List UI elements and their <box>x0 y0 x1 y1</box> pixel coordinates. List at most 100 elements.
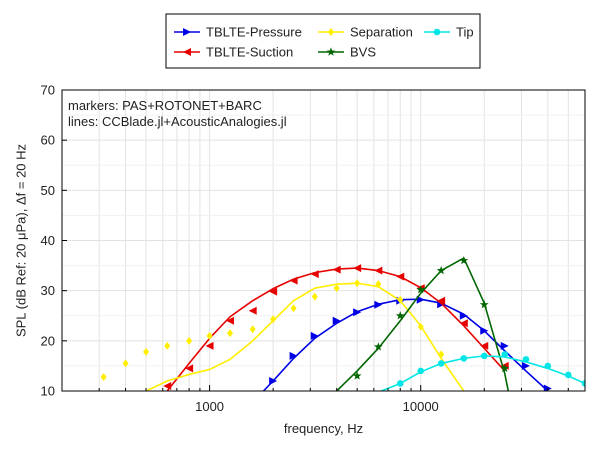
series-marker-tblte-suction <box>332 265 341 274</box>
series-marker-tip <box>564 371 572 379</box>
series-marker-separation <box>354 279 361 288</box>
series-marker-tblte-suction <box>459 319 468 328</box>
x-tick-label: 10000 <box>403 399 439 414</box>
series-marker-tblte-suction <box>374 266 383 275</box>
series-marker-separation <box>227 329 234 338</box>
series-line-tip <box>380 355 585 391</box>
series-marker-tblte-suction <box>437 296 446 305</box>
series-line-bvs <box>336 257 510 391</box>
legend-swatch-marker <box>328 28 334 36</box>
grid <box>62 90 585 391</box>
series-marker-separation <box>206 331 213 340</box>
series-bvs <box>336 255 510 391</box>
legend-box <box>165 13 481 69</box>
series-marker-tblte-pressure <box>521 361 530 370</box>
series-marker-separation <box>438 350 445 359</box>
series-marker-tblte-pressure <box>480 326 489 335</box>
series-marker-tblte-suction <box>205 341 214 350</box>
series-marker-tip <box>581 380 585 387</box>
series-marker-tblte-suction <box>289 276 298 285</box>
legend-label: TBLTE-Suction <box>206 45 293 60</box>
series-marker-tblte-suction <box>163 381 172 390</box>
legend-swatch-marker <box>433 28 441 36</box>
series-marker-tblte-pressure <box>269 376 278 385</box>
legend-item-separation: Separation <box>318 25 413 40</box>
series-marker-tblte-pressure <box>353 308 362 317</box>
annotation-lines: lines: CCBlade.jl+AcousticAnalogies.jl <box>68 114 287 129</box>
series-marker-tblte-pressure <box>310 331 319 340</box>
series-marker-separation <box>100 372 107 381</box>
series-marker-separation <box>164 341 171 350</box>
series-marker-separation <box>397 295 404 304</box>
series-marker-separation <box>375 280 382 289</box>
series-tip <box>380 351 585 391</box>
series-marker-separation <box>249 325 256 334</box>
series-marker-tblte-suction <box>480 341 489 350</box>
series-marker-tblte-suction <box>185 364 194 373</box>
y-tick-label: 20 <box>41 333 55 348</box>
series-marker-separation <box>290 304 297 313</box>
legend-label: Separation <box>350 25 413 40</box>
series-marker-bvs <box>395 311 405 320</box>
series-tblte-suction <box>163 264 509 391</box>
series-marker-separation <box>270 315 277 324</box>
y-tick-label: 70 <box>41 83 55 98</box>
x-tick-label: 1000 <box>195 399 224 414</box>
series-marker-tip <box>437 360 445 367</box>
series-marker-separation <box>122 359 129 368</box>
series-marker-separation <box>417 322 424 331</box>
legend-swatch-marker <box>183 48 191 56</box>
series-marker-bvs <box>500 363 510 373</box>
series-marker-bvs <box>459 255 469 265</box>
series-marker-tblte-pressure <box>374 300 383 309</box>
series-marker-bvs <box>373 342 383 351</box>
legend-swatch-marker <box>326 47 336 56</box>
series-marker-bvs <box>479 300 489 309</box>
x-axis-label: frequency, Hz <box>284 421 363 436</box>
series-marker-tblte-suction <box>248 306 257 315</box>
series-marker-tip <box>544 362 552 370</box>
y-axis-label: SPL (dB Ref: 20 μPa), Δf = 20 Hz <box>13 144 28 337</box>
legend-label: Tip <box>456 25 474 40</box>
series-marker-separation <box>143 347 150 356</box>
series-marker-tip <box>417 367 425 375</box>
series-marker-separation <box>186 336 193 345</box>
series-marker-tip <box>460 355 468 362</box>
y-tick-label: 10 <box>41 384 55 399</box>
legend: TBLTE-Pressure Separation Tip TBLTE-Suction… <box>165 13 481 69</box>
legend-label: BVS <box>350 45 376 60</box>
legend-item-bvs: BVS <box>318 45 376 60</box>
series-marker-separation <box>333 284 340 293</box>
series-marker-tblte-pressure <box>289 351 298 360</box>
y-tick-label: 40 <box>41 233 55 248</box>
axis-ticks: 10 20 30 40 50 60 70 1000 10000 <box>41 83 569 414</box>
series-marker-bvs <box>436 266 446 275</box>
series-marker-bvs <box>352 371 362 380</box>
legend-swatch-marker <box>183 28 191 36</box>
series-marker-tblte-pressure <box>543 384 552 391</box>
series-marker-tblte-suction <box>353 264 362 273</box>
series-marker-tblte-suction <box>396 272 405 281</box>
series-marker-bvs <box>416 285 426 294</box>
annotation-markers: markers: PAS+ROTONET+BARC <box>68 98 262 113</box>
series-separation <box>100 279 465 391</box>
plot-series <box>100 255 585 391</box>
y-tick-label: 30 <box>41 283 55 298</box>
series-marker-tblte-suction <box>226 316 235 325</box>
legend-item-tip: Tip <box>424 25 474 40</box>
series-marker-separation <box>311 292 318 301</box>
y-tick-label: 60 <box>41 133 55 148</box>
series-marker-tip <box>396 380 404 387</box>
series-line-separation <box>145 282 465 391</box>
series-marker-tblte-pressure <box>459 311 468 320</box>
series-marker-tblte-suction <box>310 270 319 279</box>
series-marker-tip <box>522 356 530 363</box>
legend-item-tblte-pressure: TBLTE-Pressure <box>174 25 302 40</box>
series-marker-tblte-pressure <box>332 316 341 325</box>
series-marker-tblte-pressure <box>500 341 509 350</box>
series-marker-tip <box>501 351 509 358</box>
y-tick-label: 50 <box>41 183 55 198</box>
series-marker-tip <box>480 352 488 360</box>
series-marker-tblte-suction <box>269 287 278 296</box>
